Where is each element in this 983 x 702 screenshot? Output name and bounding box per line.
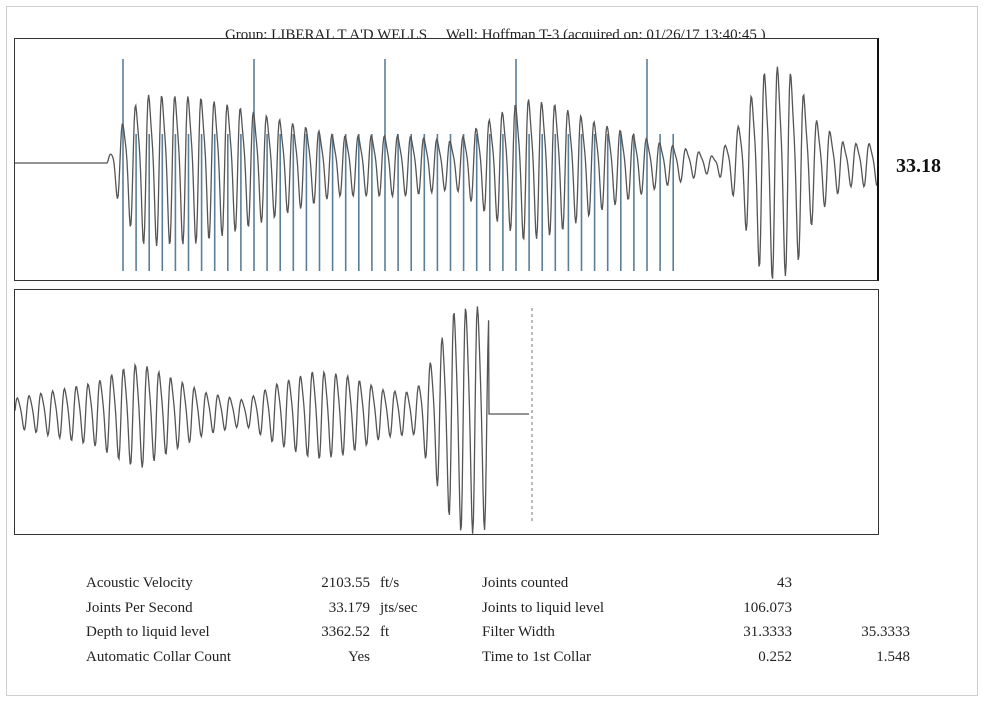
report-frame [6,6,978,696]
stat-unit: jts/sec [380,599,418,616]
stat-label: Acoustic Velocity [86,575,193,591]
collar-trace-panel [14,38,879,281]
stat-value: 2103.55 [321,575,370,591]
stat-value: 3362.52 [321,624,370,640]
stat-label: Depth to liquid level [86,624,210,640]
liquid-level-trace-panel [14,289,879,535]
stat-label: Joints Per Second [86,599,193,616]
stat-value: Yes [348,648,370,665]
collar-trace-chart [15,59,878,279]
stat-value-3: 35.3333 [861,624,910,640]
stat-unit: ft [380,624,390,640]
stat-label-2: Filter Width [482,624,555,640]
stat-value-2: 31.3333 [743,624,792,640]
liquid-level-trace-chart [15,306,533,534]
collar-trace-line [15,66,878,279]
liquid-level-trace-line [15,306,529,534]
stat-value: 33.179 [328,599,370,616]
stat-value-2: 106.073 [743,599,792,616]
joints-per-second-readout: 33.18 [896,155,941,177]
stat-value-2: 0.252 [758,648,792,665]
stat-label-2: Joints to liquid level [482,599,605,616]
stat-label-2: Time to 1st Collar [482,648,592,665]
stat-unit: ft/s [380,575,400,591]
stat-value-2: 43 [777,575,792,591]
stat-label: Automatic Collar Count [86,648,231,665]
stat-label-2: Joints counted [482,575,569,591]
stat-value-3: 1.548 [876,648,910,665]
